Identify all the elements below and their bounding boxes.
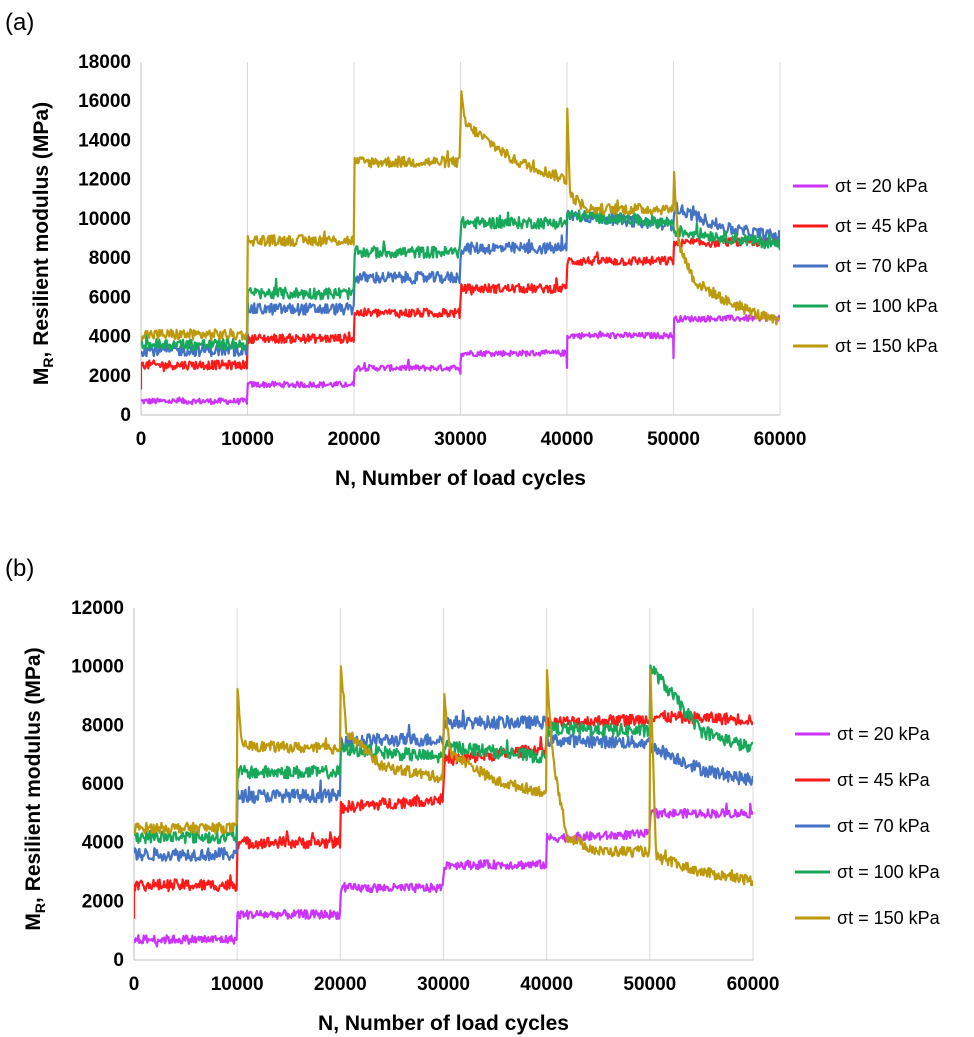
- x-tick-label: 0: [129, 974, 140, 995]
- x-tick-label: 20000: [328, 429, 381, 450]
- series-line: [141, 233, 780, 390]
- y-tick-label: 4000: [89, 327, 131, 348]
- y-tick-label: 2000: [89, 366, 131, 387]
- x-tick-label: 40000: [541, 429, 594, 450]
- panel-label: (b): [5, 555, 34, 582]
- x-axis-title: N, Number of load cycles: [335, 467, 586, 490]
- y-tick-label: 6000: [89, 287, 131, 308]
- x-tick-label: 50000: [623, 974, 676, 995]
- x-axis-title: N, Number of load cycles: [318, 1012, 569, 1035]
- y-tick-label: 4000: [82, 833, 124, 854]
- y-tick-label: 16000: [78, 91, 131, 112]
- x-tick-label: 60000: [754, 429, 807, 450]
- panel-label: (a): [5, 9, 34, 36]
- legend-label: σt = 100 kPa: [835, 296, 939, 316]
- y-tick-label: 0: [113, 950, 124, 971]
- y-tick-label: 14000: [78, 130, 131, 151]
- x-tick-label: 30000: [434, 429, 487, 450]
- legend-label: σt = 70 kPa: [837, 816, 931, 836]
- y-tick-label: 12000: [71, 598, 124, 619]
- x-tick-label: 10000: [221, 429, 274, 450]
- x-tick-label: 30000: [417, 974, 470, 995]
- y-tick-label: 8000: [82, 715, 124, 736]
- legend-label: σt = 45 kPa: [837, 770, 931, 790]
- legend-label: σt = 150 kPa: [837, 908, 941, 928]
- legend-label: σt = 20 kPa: [835, 176, 929, 196]
- legend-label: σt = 150 kPa: [835, 336, 939, 356]
- y-axis-title: MR, Resilient modulus (MPa): [30, 102, 56, 385]
- y-tick-label: 10000: [71, 657, 124, 678]
- x-tick-label: 60000: [727, 974, 780, 995]
- chart-panel-a: (a) 0 2000 4000 6000 8000 10000 12000 14000 16000…: [5, 9, 939, 490]
- legend-label: σt = 20 kPa: [837, 724, 931, 744]
- series-line: [134, 665, 753, 887]
- x-tick-label: 50000: [647, 429, 700, 450]
- y-tick-label: 0: [120, 405, 131, 426]
- legend-label: σt = 45 kPa: [835, 216, 929, 236]
- y-tick-label: 8000: [89, 248, 131, 269]
- chart-panel-b: (b) 0 2000 4000 6000 8000 10000 12000 0 10000 2000…: [5, 555, 941, 1035]
- x-tick-label: 40000: [520, 974, 573, 995]
- y-tick-label: 2000: [82, 891, 124, 912]
- y-tick-label: 18000: [78, 52, 131, 73]
- series-line: [141, 90, 780, 342]
- series-line: [141, 313, 780, 406]
- x-tick-label: 10000: [211, 974, 264, 995]
- legend-label: σt = 70 kPa: [835, 256, 929, 276]
- y-tick-label: 6000: [82, 774, 124, 795]
- x-tick-label: 20000: [314, 974, 367, 995]
- x-tick-label: 0: [136, 429, 147, 450]
- y-axis-title: MR, Resilient modulus (MPa): [22, 647, 48, 930]
- y-tick-label: 10000: [78, 209, 131, 230]
- legend-label: σt = 100 kPa: [837, 862, 941, 882]
- y-tick-label: 12000: [78, 170, 131, 191]
